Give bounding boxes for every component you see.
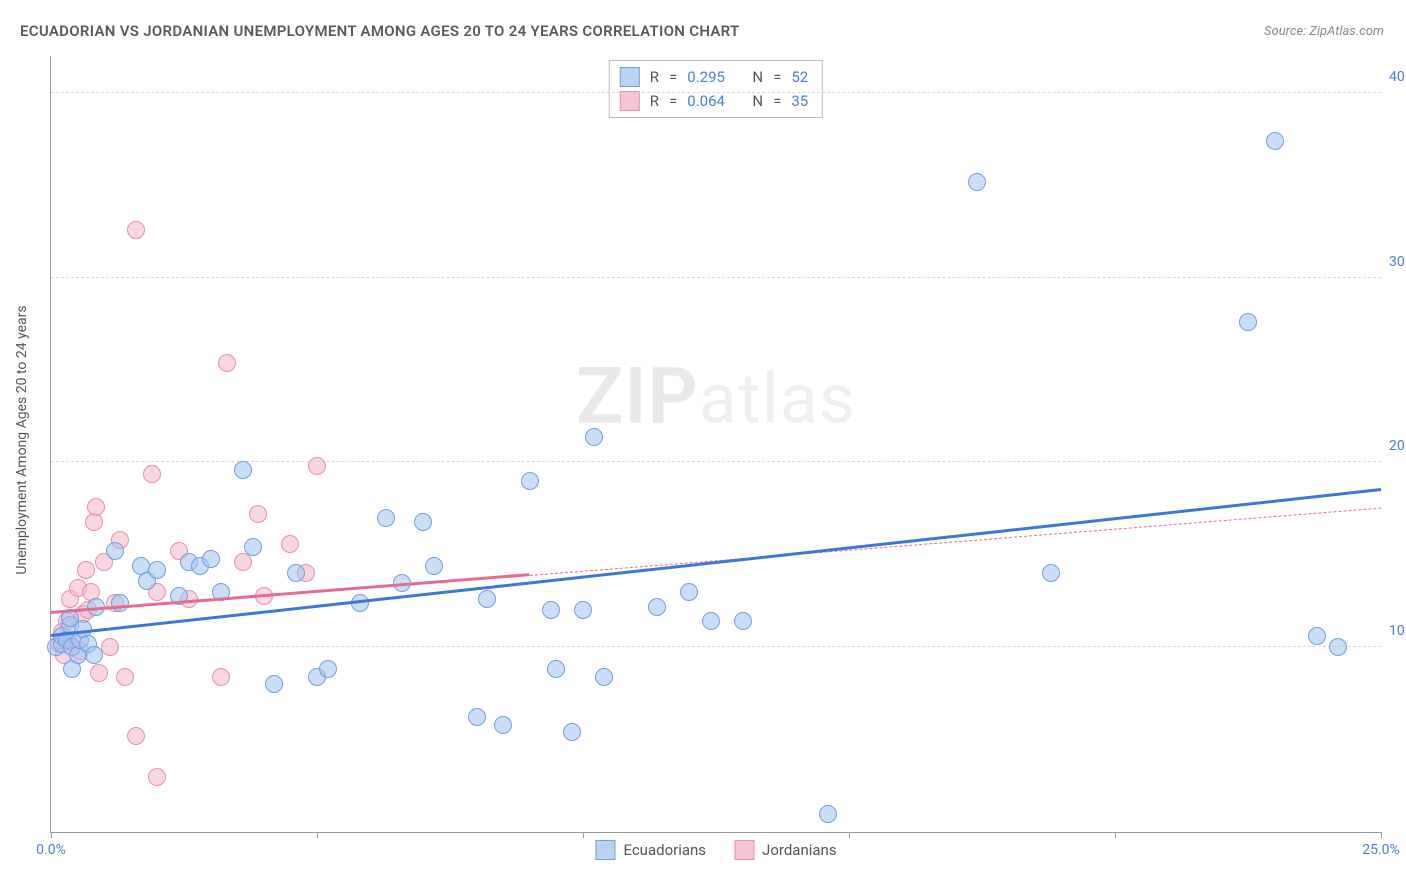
data-point	[148, 561, 166, 579]
data-point	[494, 716, 512, 734]
data-point	[547, 660, 565, 678]
data-point	[595, 668, 613, 686]
data-point	[87, 498, 105, 516]
data-point	[1239, 313, 1257, 331]
data-point	[127, 221, 145, 239]
data-point	[106, 542, 124, 560]
data-point	[77, 561, 95, 579]
data-point	[414, 513, 432, 531]
x-tick-mark	[1115, 832, 1116, 838]
data-point	[563, 723, 581, 741]
data-point	[819, 805, 837, 823]
data-point	[308, 457, 326, 475]
data-point	[680, 583, 698, 601]
data-point	[468, 708, 486, 726]
data-point	[218, 354, 236, 372]
y-tick-label: 20.0%	[1389, 438, 1406, 454]
chart-title: ECUADORIAN VS JORDANIAN UNEMPLOYMENT AMO…	[20, 22, 740, 40]
data-point	[127, 727, 145, 745]
swatch-blue-icon	[620, 67, 640, 87]
data-point	[85, 646, 103, 664]
data-point	[202, 550, 220, 568]
data-point	[968, 173, 986, 191]
y-tick-label: 40.0%	[1389, 69, 1406, 85]
y-axis-label: Unemployment Among Ages 20 to 24 years	[14, 305, 30, 574]
x-tick-mark	[317, 832, 318, 838]
data-point	[425, 557, 443, 575]
data-point	[734, 612, 752, 630]
data-point	[148, 768, 166, 786]
n-value-ecuadorians: 52	[791, 68, 808, 86]
data-point	[111, 594, 129, 612]
swatch-pink-icon	[734, 840, 754, 860]
data-point	[101, 638, 119, 656]
n-value-jordanians: 35	[791, 92, 808, 110]
x-tick-label: 0.0%	[36, 842, 66, 858]
scatter-plot: ZIPatlas R = 0.295 N = 52 R = 0.064 N =	[50, 56, 1381, 833]
data-point	[1266, 132, 1284, 150]
data-point	[116, 668, 134, 686]
swatch-blue-icon	[595, 840, 615, 860]
correlation-legend: R = 0.295 N = 52 R = 0.064 N = 35	[609, 60, 823, 118]
trend-line	[530, 508, 1381, 576]
data-point	[249, 505, 267, 523]
data-point	[319, 660, 337, 678]
data-point	[143, 465, 161, 483]
data-point	[1042, 564, 1060, 582]
gridline	[51, 646, 1381, 647]
data-point	[542, 601, 560, 619]
data-point	[234, 461, 252, 479]
data-point	[585, 428, 603, 446]
data-point	[521, 472, 539, 490]
data-point	[1308, 627, 1326, 645]
data-point	[244, 538, 262, 556]
x-tick-mark	[849, 832, 850, 838]
gridline	[51, 92, 1381, 93]
watermark: ZIPatlas	[576, 352, 856, 443]
x-tick-mark	[1381, 832, 1382, 838]
data-point	[1329, 638, 1347, 656]
y-tick-label: 30.0%	[1389, 254, 1406, 270]
data-point	[287, 564, 305, 582]
legend-row-ecuadorians: R = 0.295 N = 52	[620, 65, 808, 89]
data-point	[574, 601, 592, 619]
r-value-ecuadorians: 0.295	[687, 68, 725, 86]
r-value-jordanians: 0.064	[687, 92, 725, 110]
gridline	[51, 277, 1381, 278]
data-point	[377, 509, 395, 527]
series-legend: Ecuadorians Jordanians	[595, 840, 836, 860]
data-point	[90, 664, 108, 682]
swatch-pink-icon	[620, 91, 640, 111]
data-point	[648, 598, 666, 616]
data-point	[234, 553, 252, 571]
x-tick-label: 25.0%	[1362, 842, 1400, 858]
legend-item-ecuadorians: Ecuadorians	[595, 840, 706, 860]
data-point	[281, 535, 299, 553]
data-point	[265, 675, 283, 693]
x-tick-mark	[583, 832, 584, 838]
legend-item-jordanians: Jordanians	[734, 840, 837, 860]
data-point	[212, 668, 230, 686]
gridline	[51, 461, 1381, 462]
x-tick-mark	[51, 832, 52, 838]
y-tick-label: 10.0%	[1389, 623, 1406, 639]
data-point	[702, 612, 720, 630]
source-label: Source: ZipAtlas.com	[1264, 24, 1384, 39]
data-point	[478, 590, 496, 608]
